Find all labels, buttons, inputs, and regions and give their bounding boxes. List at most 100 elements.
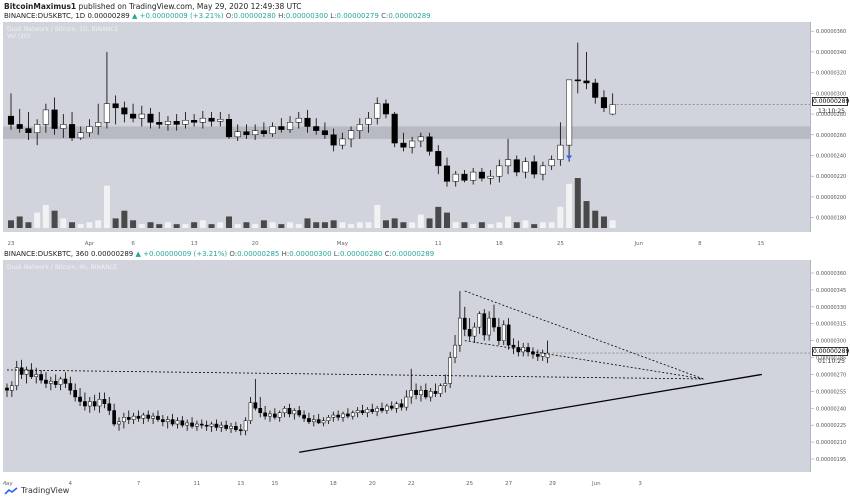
time-tick-label: 7 (137, 481, 141, 487)
bottom-chart-panel[interactable]: Dusk Network / Bitcoin, 6h, BINANCE (3, 260, 810, 472)
candle-body (42, 109, 49, 125)
volume-bar (400, 222, 407, 228)
candle-body (462, 317, 467, 330)
candle-body (282, 408, 287, 414)
volume-bar (531, 224, 538, 228)
candle-body (316, 419, 321, 424)
candle-body (234, 131, 241, 138)
top-price-axis-ticks: 0.00000360 0.00000340 0.00000320 0.00000300… (811, 29, 846, 222)
bottom-candlestick-chart[interactable] (3, 260, 810, 472)
candle-body (208, 117, 215, 122)
volume-bar (295, 224, 302, 228)
author-name[interactable]: BitcoinMaximus1 (4, 2, 77, 11)
volume-bar (356, 222, 363, 228)
candle-body (391, 113, 398, 144)
top-price-axis[interactable]: 0.00000360 0.00000340 0.00000320 0.00000300… (810, 22, 849, 232)
low-value: 0.00000279 (336, 12, 379, 20)
candle-body (326, 417, 331, 421)
top-time-axis[interactable]: 23 Apr 6 13 20 May 11 18 25 Jun 8 15 (3, 232, 810, 247)
candle-body (219, 424, 224, 428)
open-label: O: (229, 250, 238, 258)
high-value: 0.00000300 (289, 250, 332, 258)
volume-bar (522, 220, 529, 228)
candle-body (521, 347, 526, 353)
volume-bar (234, 224, 241, 228)
candle-body (86, 126, 93, 133)
time-tick-label: 11 (193, 481, 200, 487)
volume-bar (51, 210, 58, 228)
candle-body (185, 422, 190, 426)
candle-body (126, 417, 131, 420)
bottom-price-axis[interactable]: 0.00000360 0.00000345 0.00000330 0.00000315… (810, 260, 849, 472)
candle-body (531, 161, 538, 175)
volume-bar (426, 218, 433, 228)
volume-bar (269, 222, 276, 228)
candle-body (78, 396, 82, 402)
volume-bar (95, 220, 102, 228)
candle-body (423, 389, 428, 398)
candle-body (348, 130, 355, 140)
candle-body (461, 173, 468, 181)
candle-body (360, 410, 365, 414)
candle-body (545, 352, 550, 358)
close-value: 0.00000289 (388, 12, 431, 20)
candle-body (224, 424, 229, 429)
volume-bar (452, 222, 459, 228)
candle-body (482, 313, 487, 336)
top-candlestick-chart[interactable] (3, 22, 810, 232)
candle-body (63, 378, 68, 384)
candle-body (112, 410, 116, 425)
candle-body (526, 347, 530, 353)
volume-bar (505, 216, 512, 228)
candle-body (356, 124, 363, 131)
volume-bar (304, 218, 311, 228)
candle-body (278, 126, 285, 130)
candle-body (156, 122, 163, 125)
volume-bar (461, 222, 468, 228)
volume-bar (8, 220, 14, 228)
candle-body (321, 130, 328, 136)
volume-bar (478, 222, 485, 228)
publish-header: BitcoinMaximus1 published on TradingView… (0, 0, 850, 12)
candle-body (419, 389, 423, 395)
open-value: 0.00000280 (233, 12, 276, 20)
candle-body (426, 136, 433, 152)
top-chart-panel[interactable]: Dusk Network / Bitcoin, 1D, BINANCE Vol … (3, 22, 810, 232)
candle-body (180, 420, 185, 426)
candle-body (516, 347, 521, 353)
time-tick-label: May (3, 481, 13, 487)
candle-body (341, 413, 345, 418)
price-tick-label: 0.00000270 (816, 372, 846, 378)
high-label: H: (281, 250, 290, 258)
candle-body (506, 324, 511, 346)
candle-body (583, 80, 590, 84)
top-countdown: 13:10:25 (818, 108, 845, 115)
close-value: 0.00000289 (391, 250, 435, 258)
candle-body (234, 426, 238, 430)
candle-body (44, 379, 48, 384)
candle-body (428, 391, 433, 398)
candle-body (487, 317, 491, 336)
symbol-label: BINANCE:DUSKBTC, 1D (4, 12, 86, 20)
candle-body (136, 415, 141, 419)
volume-bar (574, 178, 581, 228)
candle-body (435, 151, 442, 167)
bottom-time-axis[interactable]: May 4 7 11 13 15 18 20 22 25 27 29 Jun 3 (1, 472, 810, 487)
candle-body (175, 420, 180, 425)
volume-bar (34, 212, 41, 228)
candle-body (253, 402, 258, 409)
volume-bar (60, 218, 67, 228)
candle-body (263, 412, 267, 417)
candle-body (209, 423, 214, 427)
volume-bar (260, 220, 267, 228)
candle-body (400, 142, 407, 148)
volume-bar (496, 222, 503, 228)
candle-body (34, 374, 39, 377)
candle-body (394, 403, 399, 409)
candle-body (452, 173, 459, 182)
volume-bar (69, 222, 76, 228)
candle-body (199, 117, 206, 123)
tradingview-footer[interactable]: TradingView (4, 486, 69, 495)
candle-body (170, 419, 175, 425)
breakout-arrow-icon (566, 155, 573, 160)
